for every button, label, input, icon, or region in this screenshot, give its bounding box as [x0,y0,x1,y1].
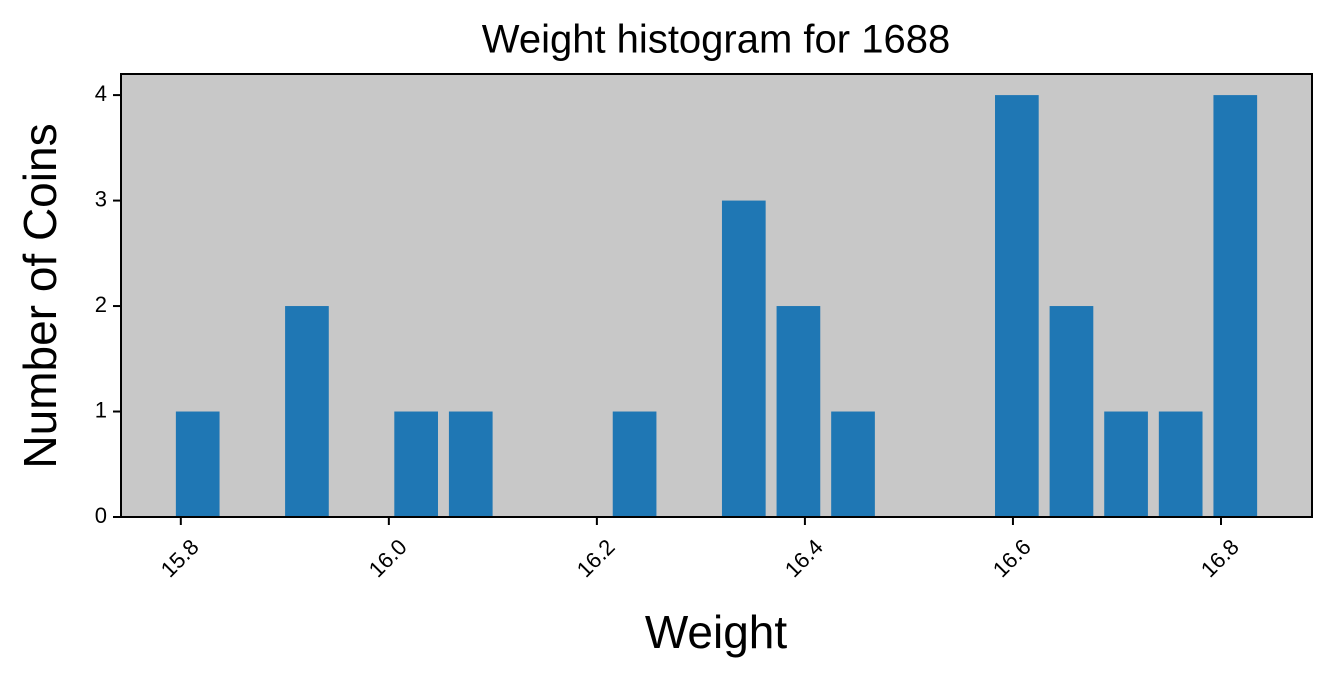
y-tick-label: 3 [95,186,107,211]
bar [448,411,493,517]
bar [394,411,438,517]
x-tick-label: 16.6 [988,534,1036,582]
y-tick-label: 0 [95,503,107,528]
y-axis-label: Number of Coins [14,123,66,468]
bar [776,306,821,517]
chart-title: Weight histogram for 1688 [482,18,950,62]
y-tick-label: 1 [95,397,107,422]
x-tick-label: 16.0 [364,534,412,582]
bar [285,306,329,517]
axes-frame [120,73,1313,518]
y-tick-label: 4 [95,81,107,106]
y-tick-label: 2 [95,292,107,317]
bar [1213,95,1258,517]
bar [175,411,220,517]
bar [995,95,1039,517]
x-tick-label: 15.8 [156,534,204,582]
bar [1049,306,1094,517]
bar [612,411,657,517]
x-tick-label: 16.2 [572,534,620,582]
bar [831,411,875,517]
bar [1158,411,1203,517]
bar [1104,411,1148,517]
x-tick-label: 16.8 [1196,534,1244,582]
x-axis-label: Weight [645,606,788,658]
x-tick-label: 16.4 [780,534,828,582]
bar [721,200,766,518]
